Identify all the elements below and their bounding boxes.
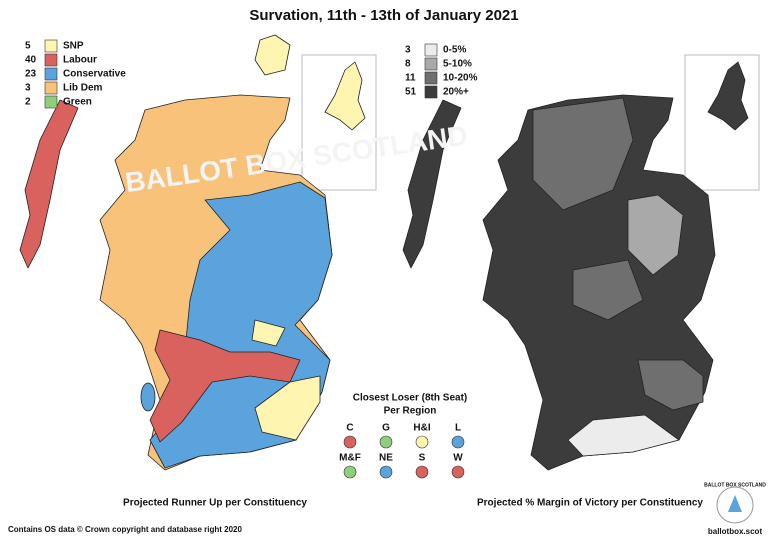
arran [140, 382, 156, 412]
region-dot [451, 465, 465, 479]
region-dot [379, 435, 393, 449]
legend-swatch [424, 43, 438, 57]
legend-label: 5-10% [443, 59, 472, 70]
left-map [19, 34, 377, 471]
legend-label: 10-20% [443, 73, 478, 84]
snp-area [251, 319, 286, 347]
legend-label: Green [63, 97, 92, 108]
region-dot [415, 435, 429, 449]
right-map [402, 54, 760, 471]
legend-swatch [44, 95, 58, 109]
legend-label: Lib Dem [63, 83, 103, 94]
margin-area [637, 359, 704, 411]
region-code: H&I [413, 423, 430, 434]
logo-mark [728, 495, 742, 512]
legend-label: 20%+ [443, 87, 469, 98]
legend-count: 3 [25, 83, 31, 94]
legend-swatch [44, 81, 58, 95]
margin-area [627, 194, 684, 276]
inset-box [684, 54, 760, 191]
right-legend: 3 0-5% 8 5-10% 11 10-20% 51 20%+ [405, 43, 478, 99]
western-isles [19, 99, 79, 269]
region-dot [451, 435, 465, 449]
region-dot [415, 465, 429, 479]
region-code: C [346, 423, 353, 434]
margin-area [567, 414, 680, 457]
snp-area [254, 375, 321, 441]
region-dot [343, 465, 357, 479]
legend-count: 8 [405, 59, 411, 70]
legend-label: Labour [63, 55, 97, 66]
left-caption: Projected Runner Up per Constituency [123, 498, 307, 509]
legend-count: 51 [405, 87, 417, 98]
region-code: M&F [339, 453, 361, 464]
orkney [254, 34, 291, 76]
region-code: NE [379, 453, 393, 464]
region-code: S [419, 453, 426, 464]
logo [716, 486, 754, 524]
margin-area [532, 97, 634, 211]
closest-loser-title: Closest Loser (8th Seat) [353, 393, 467, 404]
logo-url: ballotbox.scot [708, 527, 763, 536]
closest-loser: C G H&I L M&F NE S W [339, 423, 465, 479]
legend-label: 0-5% [443, 45, 466, 56]
legend-label: Conservative [63, 69, 126, 80]
footer: Contains OS data © Crown copyright and d… [8, 525, 242, 534]
logo-text: BALLOT BOX SCOTLAND [704, 482, 766, 488]
legend-count: 40 [25, 55, 37, 66]
legend-swatch [424, 57, 438, 71]
legend-swatch [44, 39, 58, 53]
legend-swatch [424, 71, 438, 85]
legend-count: 5 [25, 41, 31, 52]
labour-area [149, 329, 301, 443]
shetland [324, 61, 366, 131]
region-dot [379, 465, 393, 479]
legend-count: 11 [405, 73, 416, 84]
title: Survation, 11th - 13th of January 2021 [249, 7, 518, 24]
legend-count: 3 [405, 45, 411, 56]
right-caption: Projected % Margin of Victory per Consti… [477, 498, 703, 509]
left-legend: 5 SNP 40 Labour 23 Conservative 3 Lib Dem 2 Green [25, 39, 126, 109]
legend-swatch [424, 85, 438, 99]
region-code: G [382, 423, 390, 434]
legend-swatch [44, 67, 58, 81]
region-dot [343, 435, 357, 449]
inset-box [301, 54, 377, 191]
region-code: W [453, 453, 463, 464]
legend-count: 2 [25, 97, 31, 108]
shetland [707, 61, 749, 131]
margin-area [572, 259, 644, 321]
region-code: L [455, 423, 461, 434]
legend-label: SNP [63, 41, 84, 52]
western-isles [402, 99, 462, 269]
closest-loser-title: Per Region [384, 406, 437, 417]
legend-swatch [44, 53, 58, 67]
legend-count: 23 [25, 69, 37, 80]
